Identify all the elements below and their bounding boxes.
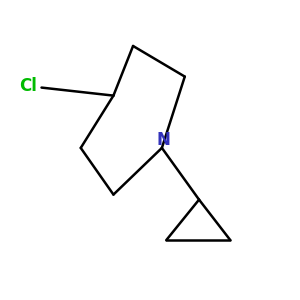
Text: Cl: Cl <box>19 77 37 95</box>
Text: N: N <box>156 131 170 149</box>
